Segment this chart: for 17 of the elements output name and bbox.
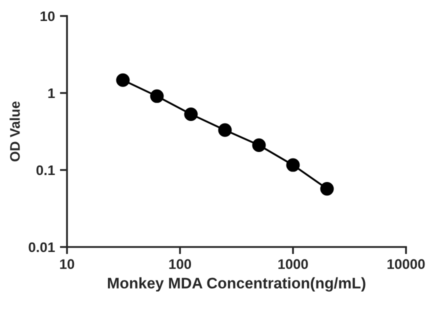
y-tick-label: 0.1	[36, 165, 55, 176]
point	[116, 73, 130, 87]
point	[320, 182, 334, 196]
point	[218, 123, 232, 137]
x-tick-label: 1000	[278, 259, 308, 270]
y-axis-title: OD Value	[10, 101, 20, 162]
point	[252, 138, 266, 152]
y-tick-label: 0.01	[28, 242, 55, 252]
y-tick-label: 1	[48, 88, 55, 98]
y-tick-label: 10	[40, 11, 55, 22]
x-tick-label: 100	[169, 259, 192, 270]
point	[184, 107, 198, 121]
x-tick-label: 10	[60, 259, 74, 270]
x-axis-title: Monkey MDA Concentration(ng/mL)	[108, 277, 366, 292]
x-tick-label: 10000	[388, 259, 425, 270]
point	[150, 89, 164, 103]
point	[286, 158, 300, 172]
